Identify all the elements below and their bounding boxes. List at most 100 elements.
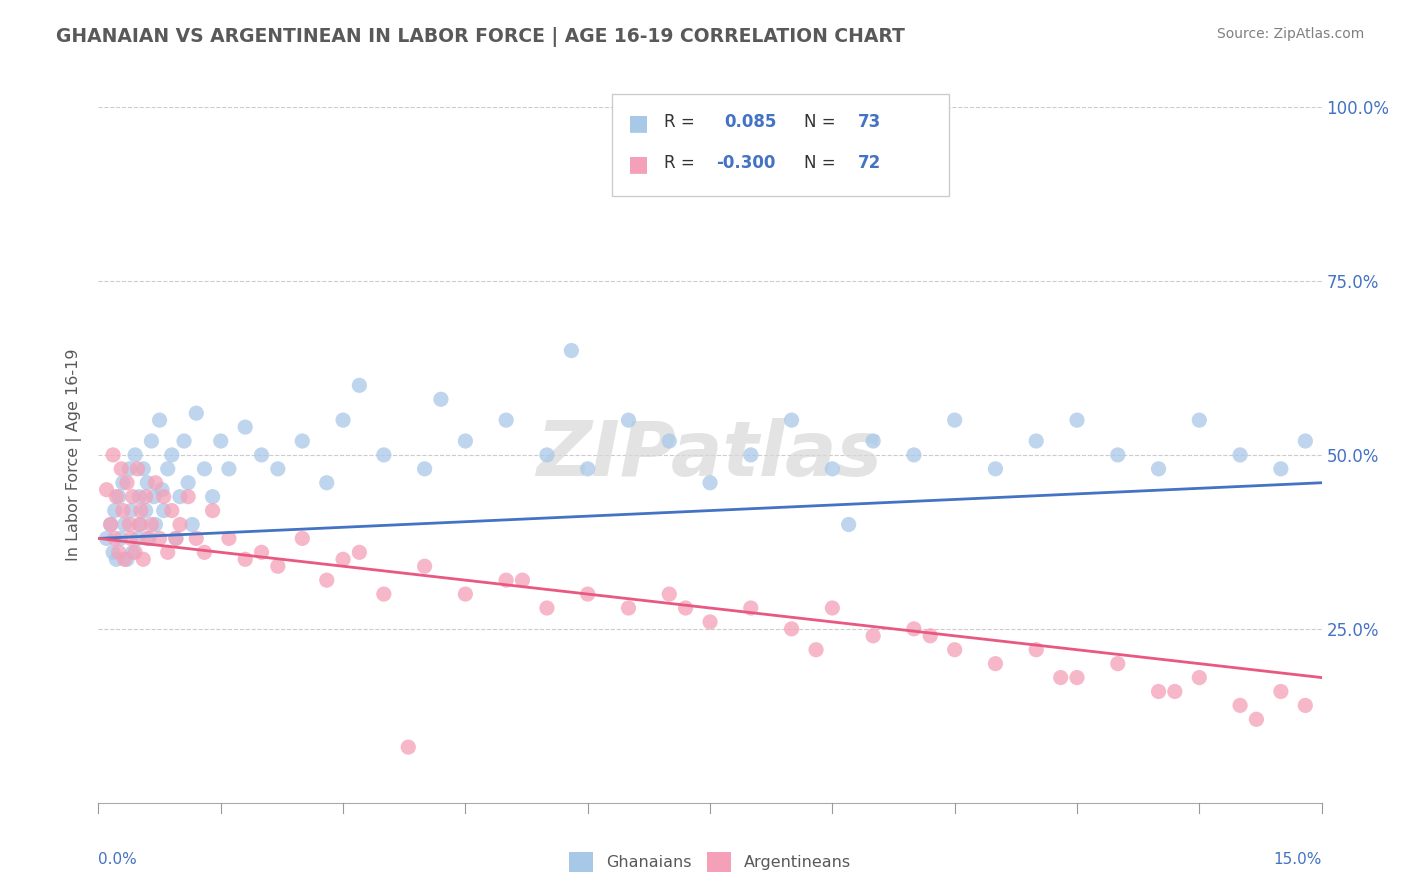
Point — [943, 413, 966, 427]
Point — [160, 448, 183, 462]
Point — [291, 532, 314, 546]
Point — [1107, 448, 1129, 462]
Point — [373, 448, 395, 462]
Point — [132, 462, 155, 476]
Point — [1270, 462, 1292, 476]
Point — [560, 343, 582, 358]
Point — [193, 462, 215, 476]
Text: -0.300: -0.300 — [716, 154, 775, 172]
Point — [145, 517, 167, 532]
Point — [101, 545, 124, 559]
Point — [118, 462, 141, 476]
Point — [104, 503, 127, 517]
Point — [862, 434, 884, 448]
Point — [124, 545, 146, 559]
Point — [149, 532, 172, 546]
Point — [1107, 657, 1129, 671]
Point — [150, 483, 173, 497]
Point — [136, 532, 159, 546]
Point — [512, 573, 534, 587]
Point — [114, 517, 136, 532]
Point — [495, 573, 517, 587]
Point — [675, 601, 697, 615]
Point — [576, 587, 599, 601]
Point — [1025, 434, 1047, 448]
Point — [903, 448, 925, 462]
Point — [152, 490, 174, 504]
Point — [165, 532, 187, 546]
Y-axis label: In Labor Force | Age 16-19: In Labor Force | Age 16-19 — [66, 349, 83, 561]
Point — [315, 573, 337, 587]
Point — [267, 559, 290, 574]
Point — [110, 532, 132, 546]
Point — [100, 517, 122, 532]
Point — [1294, 698, 1316, 713]
Text: GHANAIAN VS ARGENTINEAN IN LABOR FORCE | AGE 16-19 CORRELATION CHART: GHANAIAN VS ARGENTINEAN IN LABOR FORCE |… — [56, 27, 905, 46]
Text: 73: 73 — [858, 113, 882, 131]
Point — [193, 545, 215, 559]
Point — [142, 490, 165, 504]
Point — [165, 532, 187, 546]
Point — [124, 448, 146, 462]
Text: R =: R = — [664, 113, 700, 131]
Point — [169, 490, 191, 504]
Point — [1294, 434, 1316, 448]
Point — [780, 413, 803, 427]
Point — [536, 448, 558, 462]
Point — [233, 420, 256, 434]
Point — [1188, 671, 1211, 685]
Point — [173, 434, 195, 448]
Point — [129, 503, 152, 517]
Point — [862, 629, 884, 643]
Text: N =: N = — [804, 113, 841, 131]
Point — [156, 545, 179, 559]
Point — [699, 475, 721, 490]
Point — [332, 552, 354, 566]
Point — [1188, 413, 1211, 427]
Point — [136, 475, 159, 490]
Point — [149, 413, 172, 427]
Point — [576, 462, 599, 476]
Text: 0.0%: 0.0% — [98, 852, 138, 866]
Point — [128, 517, 150, 532]
Point — [1066, 671, 1088, 685]
Point — [332, 413, 354, 427]
Point — [920, 629, 942, 643]
Point — [132, 552, 155, 566]
Point — [108, 545, 131, 559]
Point — [118, 517, 141, 532]
Point — [152, 503, 174, 517]
Point — [1025, 642, 1047, 657]
Point — [291, 434, 314, 448]
Point — [128, 490, 150, 504]
Point — [233, 552, 256, 566]
Point — [209, 434, 232, 448]
Point — [121, 545, 143, 559]
Point — [201, 490, 224, 504]
Point — [127, 532, 149, 546]
Point — [186, 406, 208, 420]
Text: ■: ■ — [628, 154, 650, 174]
Point — [1229, 698, 1251, 713]
Point — [114, 552, 136, 566]
Point — [1147, 462, 1170, 476]
Point — [821, 601, 844, 615]
Point — [1270, 684, 1292, 698]
Point — [373, 587, 395, 601]
Text: 0.085: 0.085 — [724, 113, 776, 131]
Point — [1066, 413, 1088, 427]
Text: 15.0%: 15.0% — [1274, 852, 1322, 866]
Point — [145, 475, 167, 490]
Point — [218, 462, 240, 476]
Point — [315, 475, 337, 490]
Point — [821, 462, 844, 476]
Point — [780, 622, 803, 636]
Point — [135, 490, 157, 504]
Point — [804, 642, 827, 657]
Point — [536, 601, 558, 615]
Point — [349, 378, 371, 392]
Point — [413, 462, 436, 476]
Point — [181, 517, 204, 532]
Point — [454, 587, 477, 601]
Point — [115, 475, 138, 490]
